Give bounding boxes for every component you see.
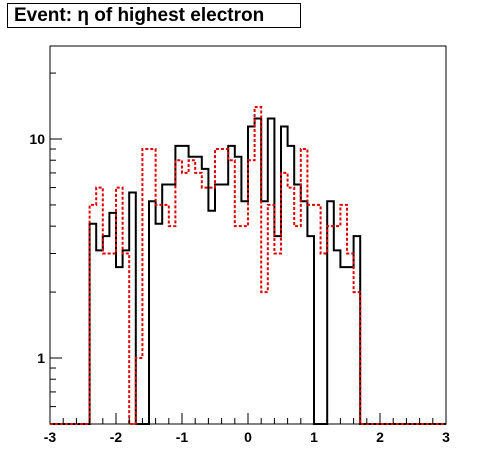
y-tick-label: 1 <box>37 350 45 366</box>
y-tick-label: 10 <box>29 131 45 147</box>
histogram-line-dashed <box>50 106 446 425</box>
x-tick-label: 1 <box>310 429 318 445</box>
x-tick-label: -3 <box>44 429 57 445</box>
chart-title: Event: η of highest electron <box>7 3 301 28</box>
x-tick-label: 3 <box>442 429 450 445</box>
y-axis: 1 10 <box>29 72 62 408</box>
x-tick-label: 2 <box>376 429 384 445</box>
x-tick-label: 0 <box>244 429 252 445</box>
x-tick-label: -1 <box>176 429 189 445</box>
x-axis: -3 -2 -1 0 1 2 3 <box>44 413 450 445</box>
x-tick-label: -2 <box>110 429 123 445</box>
series-dashed-histogram <box>50 106 446 425</box>
